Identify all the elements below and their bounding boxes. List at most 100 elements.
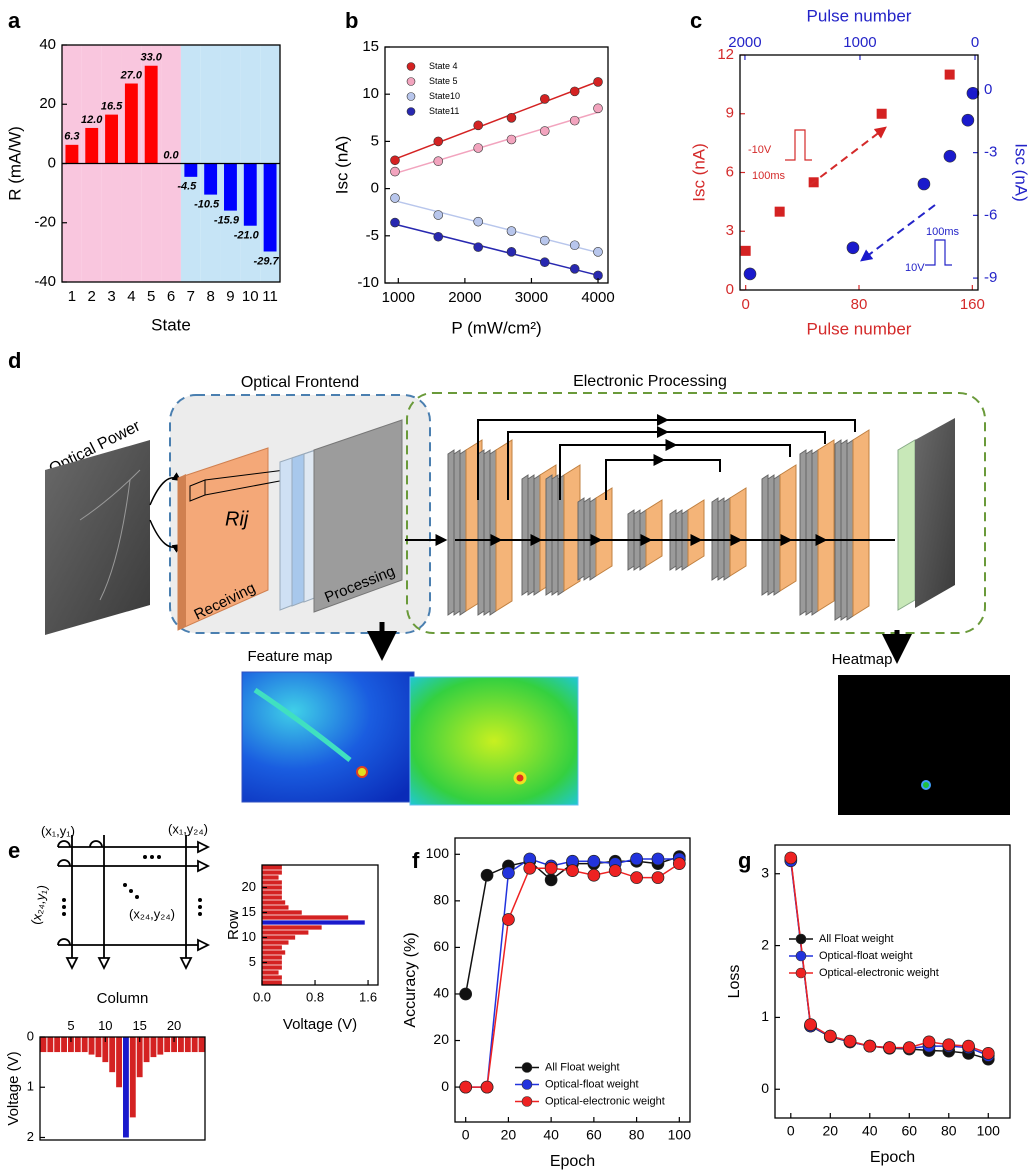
- block-face: [595, 487, 613, 577]
- x-tick-label: 0: [462, 1127, 470, 1143]
- y2-axis-label: Isc (nA): [1012, 143, 1028, 202]
- y-tick-label: 0: [984, 81, 992, 98]
- marker: [630, 852, 643, 866]
- bar: [124, 83, 138, 164]
- legend-swatch: [795, 933, 807, 945]
- y-tick-label: 0: [726, 281, 734, 298]
- y-tick-label: 0: [441, 1078, 449, 1094]
- x-tick-label: 100: [668, 1127, 692, 1143]
- marker: [459, 987, 473, 1001]
- fit-line: [394, 223, 599, 277]
- x-axis-label: Epoch: [550, 1153, 595, 1170]
- x-tick-label: 8: [206, 288, 214, 305]
- diagram: d Optical Frontend Electronic Processing…: [8, 348, 1010, 815]
- y-tick-label: 40: [39, 36, 56, 53]
- input-image-detail: [79, 469, 141, 601]
- x-tick-label: 5: [147, 288, 155, 305]
- marker: [981, 1046, 995, 1060]
- bar: [262, 920, 365, 925]
- x-tick-label: 10: [242, 288, 259, 305]
- marker: [774, 206, 785, 217]
- marker: [962, 1039, 975, 1053]
- bar: [243, 163, 257, 226]
- annotation: 100ms: [752, 170, 786, 182]
- cell-label: (x₁,y₂₄): [168, 821, 208, 836]
- panel-label: b: [345, 8, 358, 33]
- bar: [262, 935, 296, 940]
- block-side: [459, 449, 467, 616]
- y-axis-label: R (mA/W): [5, 126, 24, 201]
- marker: [506, 134, 517, 145]
- legend-swatch: [795, 967, 807, 979]
- bar: [171, 1037, 177, 1053]
- block-side: [533, 474, 541, 596]
- legend-swatch: [521, 1062, 533, 1073]
- marker: [922, 1035, 936, 1049]
- marker: [569, 115, 580, 126]
- marker: [784, 851, 798, 865]
- x-tick-label: 9: [226, 288, 234, 305]
- panel-label: f: [412, 848, 420, 873]
- cell-label: (x₁,y₁): [41, 823, 75, 838]
- y-tick-label: 15: [362, 38, 379, 55]
- bar: [262, 865, 282, 870]
- marker: [506, 247, 517, 257]
- feature-map: [241, 671, 415, 803]
- x-tick-label: 20: [823, 1123, 839, 1139]
- x-tick-label: 0.8: [306, 989, 324, 1004]
- pulse-icon: [785, 129, 812, 161]
- marker: [961, 113, 975, 127]
- feature-hotspot: [356, 766, 368, 778]
- heatmap-spot: [921, 780, 931, 790]
- bar: [150, 1037, 157, 1058]
- x-tick-label: 4000: [581, 289, 614, 306]
- bar: [143, 1037, 150, 1063]
- x-tick-label: 20: [167, 1018, 181, 1033]
- bar: [178, 1037, 184, 1053]
- value-label: -4.5: [177, 181, 197, 193]
- y-tick-label: 60: [433, 938, 449, 954]
- fit-line: [394, 200, 599, 254]
- marker: [630, 871, 643, 884]
- marker: [917, 177, 931, 191]
- bar: [262, 890, 282, 895]
- value-label: 0.0: [163, 149, 179, 161]
- block-side: [545, 474, 553, 596]
- marker: [863, 1039, 877, 1053]
- x-axis-label: Voltage (V): [283, 1016, 357, 1033]
- bar: [157, 1037, 164, 1055]
- legend-label: Optical-float weight: [545, 1078, 639, 1090]
- marker: [740, 245, 751, 256]
- x-tick-label: 3: [107, 288, 115, 305]
- output-plate: [897, 439, 916, 611]
- marker: [502, 866, 515, 880]
- marker: [506, 226, 517, 236]
- marker: [390, 166, 400, 177]
- bar: [262, 975, 282, 980]
- y-tick-label: -3: [984, 144, 997, 161]
- x-tick-label: 1.6: [359, 989, 377, 1004]
- bar: [198, 1037, 205, 1053]
- bar: [262, 925, 322, 930]
- x-axis-label: Column: [97, 990, 149, 1007]
- x-tick-label: 10: [98, 1018, 112, 1033]
- weight-label: Rij: [225, 508, 249, 530]
- marker: [846, 241, 860, 255]
- x-tick-label: 3000: [515, 289, 548, 306]
- x-tick-label: 1000: [382, 289, 415, 306]
- annotation: 10V: [905, 262, 925, 274]
- projection: [204, 469, 286, 496]
- skip-connection: [559, 444, 791, 500]
- x-tick-label: 80: [851, 296, 868, 313]
- y-tick-label: 3: [761, 864, 769, 880]
- marker: [593, 103, 603, 114]
- fit-line: [394, 111, 599, 175]
- legend-label: All Float weight: [819, 933, 894, 945]
- marker: [587, 868, 601, 882]
- block-side: [773, 474, 781, 596]
- processing-plate: [313, 419, 403, 613]
- bar: [262, 950, 286, 955]
- bar: [262, 905, 289, 910]
- marker: [608, 864, 622, 877]
